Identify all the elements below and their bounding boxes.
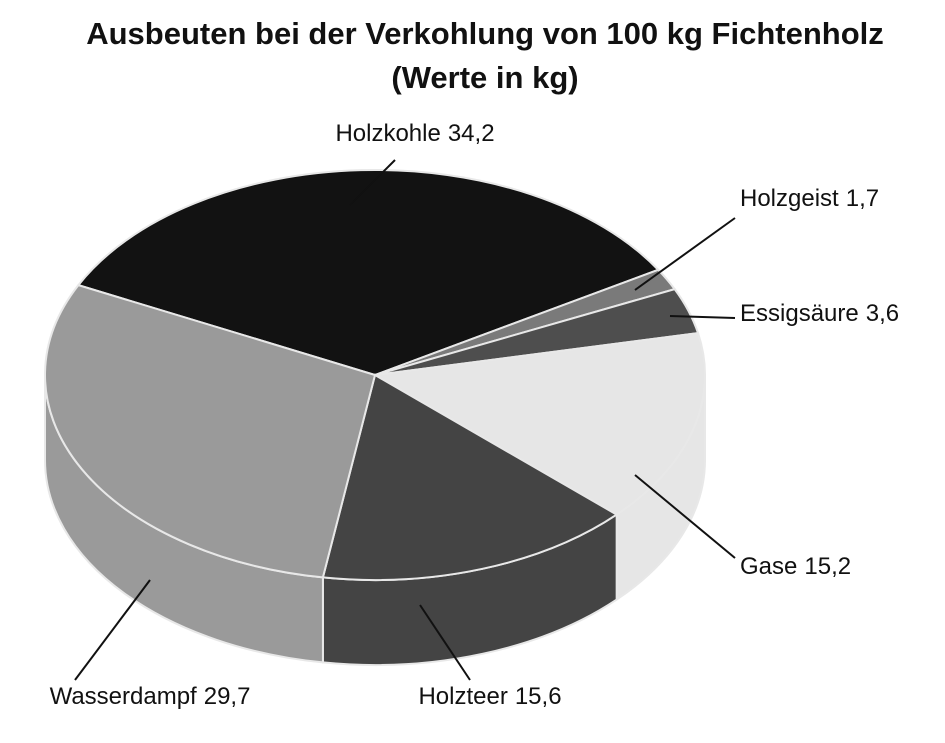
slice (321, 373, 619, 581)
slice-name: Holzgeist (740, 185, 839, 212)
slice-value: 15,6 (515, 683, 562, 710)
leader-line (349, 159, 396, 206)
slice-label: Essigsäure 3,6 (740, 300, 899, 327)
leader-line (74, 579, 151, 681)
slice (76, 169, 661, 377)
slice-label: Holzkohle 34,2 (335, 120, 494, 147)
slice-name: Holzteer (418, 683, 507, 710)
slice-label: Holzteer 15,6 (418, 683, 561, 710)
slice-name: Gase (740, 553, 797, 580)
leader-line (634, 217, 736, 291)
slice-value: 3,6 (866, 300, 899, 327)
slice-name: Holzkohle (335, 120, 440, 147)
slice (44, 283, 377, 664)
slice (44, 283, 377, 579)
slice (321, 373, 619, 666)
slice-value: 15,2 (804, 553, 851, 580)
slice-label: Gase 15,2 (740, 553, 851, 580)
chart-title: Ausbeuten bei der Verkohlung von 100 kg … (86, 16, 884, 51)
chart-subtitle: (Werte in kg) (391, 60, 578, 95)
leader-line (419, 604, 471, 681)
slice-value: 29,7 (204, 683, 251, 710)
leader-line (634, 474, 736, 559)
slice-name: Essigsäure (740, 300, 859, 327)
slice (371, 331, 706, 516)
slice-label: Wasserdampf 29,7 (50, 683, 251, 710)
slice-value: 1,7 (846, 185, 879, 212)
leader-line (669, 315, 736, 319)
labels: Holzkohle 34,2 Holzgeist 1,7 Essigsäure 3,6 Ga… (50, 120, 900, 710)
slice-label: Holzgeist 1,7 (740, 185, 879, 212)
pie (44, 169, 706, 666)
slice-name: Wasserdampf (50, 683, 197, 710)
slice (371, 331, 706, 602)
slice-value: 34,2 (448, 120, 495, 147)
slice (76, 169, 661, 377)
